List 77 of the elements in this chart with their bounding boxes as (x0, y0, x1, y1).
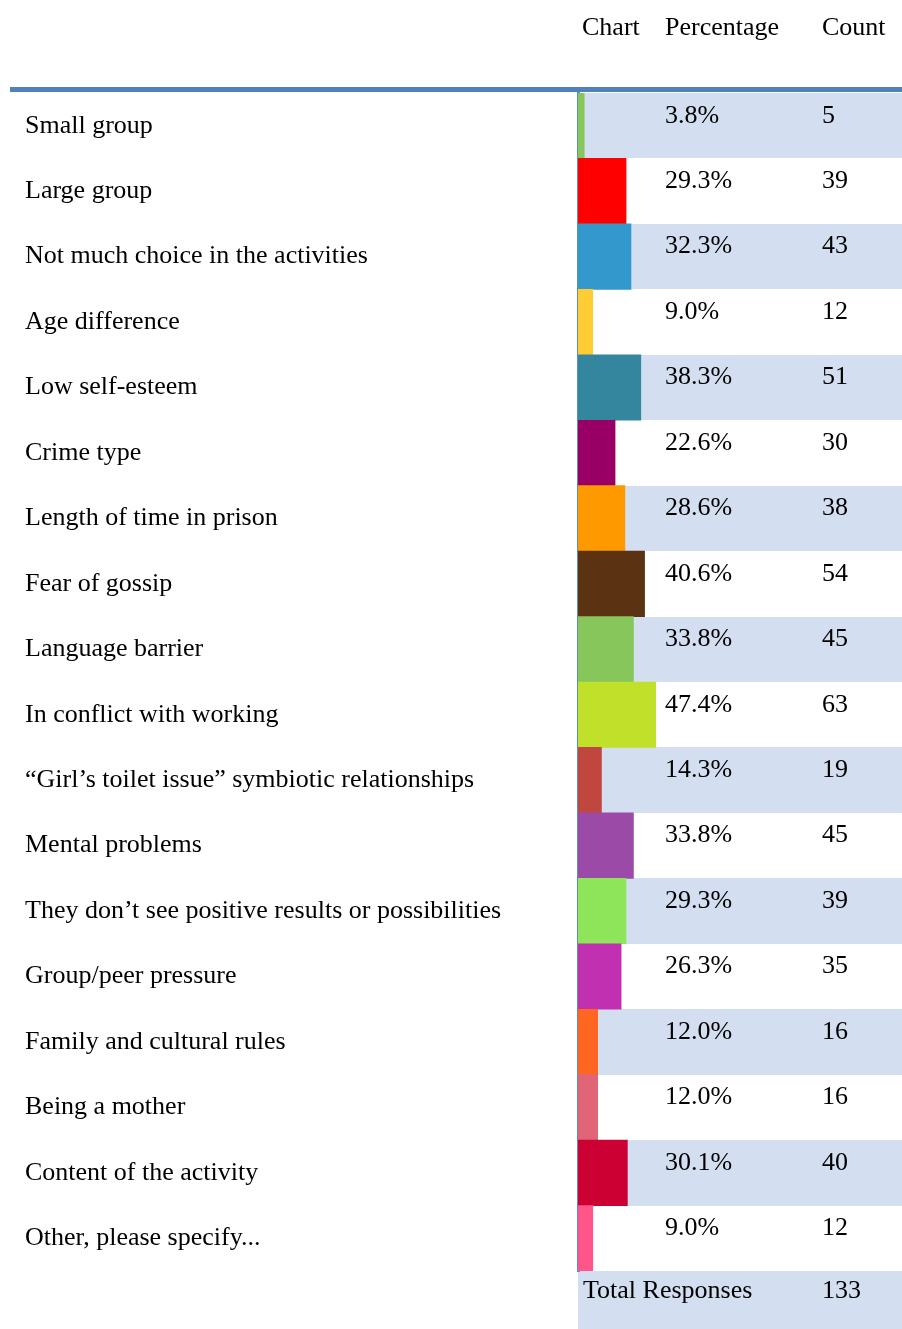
text: 54 (822, 557, 848, 587)
data-label: 30.1% (665, 1146, 733, 1176)
bar (578, 93, 585, 159)
data-label: 9.0% (665, 295, 720, 325)
text: 12 (822, 1212, 848, 1242)
text: 30 (822, 426, 848, 456)
data-label: 26.3% (665, 950, 733, 980)
y-tick-label: In conflict with working (25, 698, 279, 728)
y-tick-label: Being a mother (25, 1091, 186, 1121)
text: 12 (822, 295, 848, 325)
bar (578, 878, 627, 945)
y-tick-label: Small group (25, 109, 153, 139)
text: 63 (822, 688, 848, 718)
bar (578, 1139, 628, 1206)
bar (578, 812, 634, 879)
bar (578, 1074, 599, 1141)
y-tick-label: Crime type (25, 436, 142, 466)
data-label: 47.4% (665, 688, 733, 718)
y-tick-label: Age difference (25, 305, 180, 335)
y-tick-label: Content of the activity (25, 1156, 259, 1186)
data-label: 12.0% (665, 1081, 733, 1111)
data-label: 33.8% (665, 623, 733, 653)
text: 51 (822, 361, 848, 391)
y-tick-label: Other, please specify... (25, 1222, 261, 1252)
text: 19 (822, 753, 848, 783)
data-label: 32.3% (665, 230, 733, 260)
text: 5 (822, 99, 835, 129)
y-tick-label: Group/peer pressure (25, 960, 237, 990)
data-label: 9.0% (665, 1212, 720, 1242)
y-tick-label: Length of time in prison (25, 502, 278, 532)
data-label: 22.6% (665, 426, 733, 456)
bar (578, 354, 642, 421)
bar (578, 616, 634, 683)
data-label: 14.3% (665, 753, 733, 783)
y-tick-label: Low self-esteem (25, 371, 198, 401)
text: Count (822, 11, 887, 41)
data-label: 38.3% (665, 361, 733, 391)
y-tick-label: They don’t see positive results or possibilities (25, 894, 502, 924)
bar (578, 747, 602, 814)
text: 16 (822, 1015, 848, 1045)
data-label: 33.8% (665, 819, 733, 849)
text: 40 (822, 1146, 848, 1176)
y-tick-label: Language barrier (25, 633, 204, 663)
bar (578, 158, 627, 225)
data-label: 28.6% (665, 492, 733, 522)
y-tick-label: Large group (25, 174, 153, 204)
bar (578, 1205, 594, 1271)
text: 45 (822, 819, 848, 849)
y-tick-label: Not much choice in the activities (25, 240, 368, 270)
data-label: 29.3% (665, 884, 733, 914)
bar (578, 485, 626, 552)
y-tick-label: Mental problems (25, 829, 202, 859)
text: 43 (822, 230, 848, 260)
data-label: 29.3% (665, 164, 733, 194)
bar (578, 289, 594, 356)
text: 133 (822, 1274, 861, 1304)
data-label: 3.8% (665, 99, 720, 129)
text: Total Responses (583, 1274, 753, 1304)
data-label: 40.6% (665, 557, 733, 587)
text: 35 (822, 950, 848, 980)
text: 39 (822, 164, 848, 194)
text: 45 (822, 623, 848, 653)
bar (578, 419, 616, 486)
bar (578, 943, 622, 1010)
bar (578, 1008, 599, 1075)
y-tick-label: “Girl’s toilet issue” symbiotic relationships (25, 763, 475, 793)
data-label: 12.0% (665, 1015, 733, 1045)
bar (578, 223, 632, 290)
bar (578, 681, 657, 748)
text: Percentage (665, 11, 780, 41)
text: 39 (822, 884, 848, 914)
y-tick-label: Fear of gossip (25, 567, 173, 597)
y-tick-label: Family and cultural rules (25, 1025, 286, 1055)
text: Chart (582, 11, 641, 41)
text: 16 (822, 1081, 848, 1111)
bar (578, 550, 645, 617)
text: 38 (822, 492, 848, 522)
